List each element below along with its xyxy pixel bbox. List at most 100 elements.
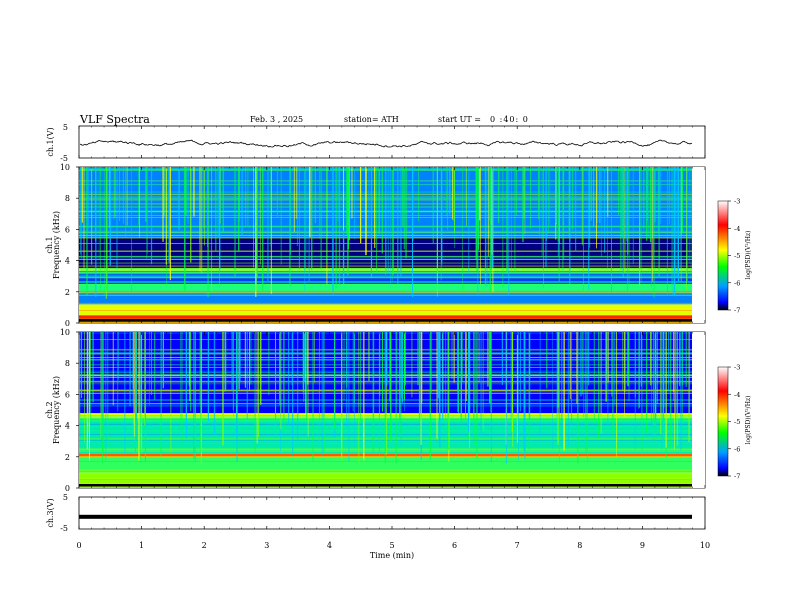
ch1-sferic xyxy=(255,167,257,292)
ch1-sferic xyxy=(314,167,316,224)
ch1-sferic xyxy=(688,167,690,263)
ch1-sferic xyxy=(145,167,147,222)
ch2-sferic xyxy=(138,332,140,461)
ch1-sferic xyxy=(545,167,547,268)
x-tick-label: 3 xyxy=(264,541,269,550)
ch2-striation xyxy=(79,469,692,470)
ch1-sferic xyxy=(374,167,376,248)
ch2-sferic xyxy=(256,332,258,444)
ch2-sferic xyxy=(451,332,453,379)
ch2-sferic xyxy=(92,332,94,403)
ch1-sferic xyxy=(338,167,341,286)
ch2-sferic xyxy=(512,332,514,447)
ch2-sferic xyxy=(524,332,526,460)
ch2-sferic xyxy=(135,332,137,443)
ch1-sferic xyxy=(676,167,678,278)
ch1-sferic xyxy=(599,167,601,223)
ch1-band-2 xyxy=(79,291,692,305)
ch2-sferic xyxy=(84,332,85,442)
ch1-sferic xyxy=(492,167,494,267)
ch1-sferic xyxy=(558,167,560,282)
ch1-sferic xyxy=(207,167,209,298)
ch2-sferic xyxy=(467,332,470,433)
ch1-sferic xyxy=(131,167,133,292)
colorbar-ticks: -3 -4 -5 -6 -7 -3 -4 -5 -6 -7 xyxy=(728,198,740,481)
colorbar-1-tick-label: -6 xyxy=(734,279,740,287)
ch2-sferic xyxy=(368,332,370,381)
ch2-sferic xyxy=(239,332,241,382)
ch1-no-data xyxy=(692,167,705,323)
ch1-sferic xyxy=(368,167,370,232)
ch2-sferic xyxy=(280,332,282,430)
ch1-sferic xyxy=(668,167,670,225)
colorbar-ch1-label: log(PSD)(V²/Hz) xyxy=(745,231,752,280)
ch1-sferic xyxy=(103,167,105,295)
ch1-sferic xyxy=(541,167,543,256)
ch1-striation xyxy=(79,310,692,311)
ch2-sferic xyxy=(160,332,162,457)
ch2-sferic xyxy=(442,332,444,421)
ch1-spec-ylabel-channel: ch.1 xyxy=(45,236,54,253)
ch1-striation xyxy=(79,276,692,277)
ch1-sferic xyxy=(165,167,167,265)
ch2-sferic xyxy=(341,332,343,461)
x-axis-label: Time (min) xyxy=(370,551,414,560)
ch2-sferic xyxy=(151,332,152,395)
ch2-sferic xyxy=(133,332,135,437)
ch1-sferic xyxy=(332,167,334,295)
ch2-sferic xyxy=(559,332,560,463)
ch2-sferic xyxy=(213,332,216,435)
ch2-sferic xyxy=(421,332,423,404)
ch1-sferic xyxy=(600,167,602,257)
ch1-sferic xyxy=(604,167,606,253)
ch1-sferic xyxy=(445,167,447,216)
ch1-sferic xyxy=(686,167,688,281)
ch2-sferic xyxy=(249,332,250,390)
ch1-sferic xyxy=(639,167,641,269)
ch2-sferic xyxy=(185,332,188,439)
ch1-sferic xyxy=(390,167,392,286)
ch1-sferic xyxy=(454,167,456,249)
ch1-sferic xyxy=(590,167,593,221)
ch1-sferic xyxy=(326,167,327,264)
ch2-sferic xyxy=(144,332,146,463)
ch1-sferic xyxy=(201,167,203,274)
ch1-striation xyxy=(79,292,692,294)
ch2-sferic xyxy=(518,332,519,461)
ch1-sferic xyxy=(270,167,272,247)
ch1-sferic xyxy=(146,167,148,259)
ch1-sferic xyxy=(139,167,140,238)
ch2-sferic xyxy=(312,332,314,461)
ch2-sferic xyxy=(193,332,195,459)
ch2-sferic xyxy=(207,332,209,421)
ch2-sferic xyxy=(258,332,260,437)
ch2-sferic xyxy=(598,332,600,439)
ch1-sferic xyxy=(562,167,564,273)
ch1-sferic xyxy=(262,167,264,291)
ch1-sferic xyxy=(441,167,443,262)
ch1-sferic xyxy=(119,167,121,222)
ch1-sferic xyxy=(378,167,380,235)
ch1-sferic xyxy=(109,167,111,266)
ch1-sferic xyxy=(569,167,571,284)
ch1-sferic xyxy=(241,167,243,236)
ch1-sferic xyxy=(686,167,687,291)
ch1-sferic xyxy=(238,167,240,252)
chart-title: VLF Spectra xyxy=(80,113,150,126)
ch2-ytick-label: 4 xyxy=(65,422,70,431)
x-tick-label: 7 xyxy=(515,541,520,550)
ch2-sferic xyxy=(291,332,293,386)
ch2-sferic xyxy=(552,332,553,450)
ch1-sferic xyxy=(116,167,118,270)
ch2-sferic xyxy=(279,332,281,406)
ch2-sferic xyxy=(612,332,614,435)
ch1-sferic xyxy=(298,167,300,270)
ch2-striation xyxy=(79,471,692,473)
ch1-sferic xyxy=(484,167,486,287)
x-tick-label: 9 xyxy=(640,541,645,550)
ch1-sferic xyxy=(632,167,634,265)
ch1-sferic xyxy=(498,167,500,223)
ch2-sferic xyxy=(232,332,234,411)
ch2-sferic xyxy=(399,332,401,436)
ch2-sferic xyxy=(188,332,190,387)
